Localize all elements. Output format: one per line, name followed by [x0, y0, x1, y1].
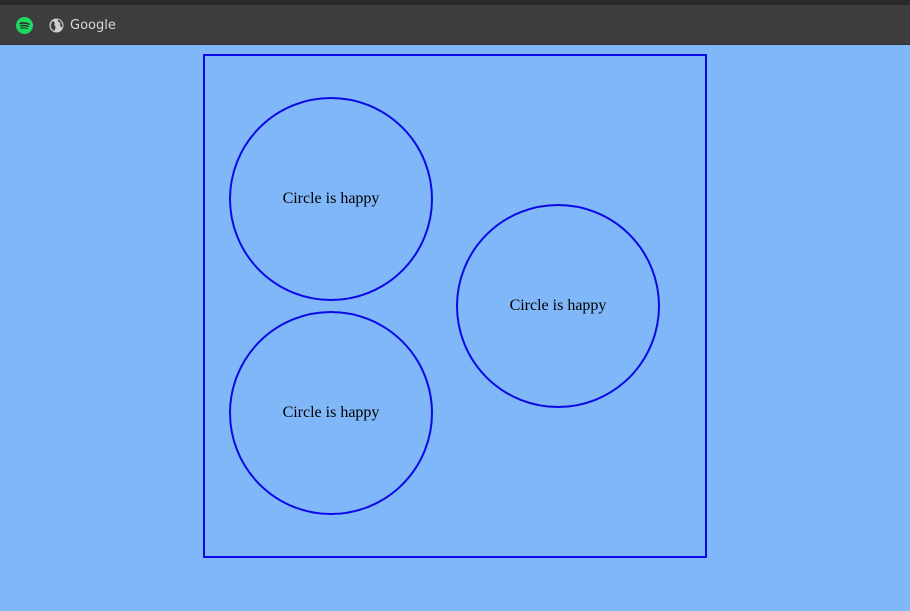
bookmark-google-label: Google — [70, 17, 116, 33]
page-content: Circle is happy Circle is happy Circle i… — [0, 45, 910, 611]
bookmark-spotify[interactable] — [12, 13, 36, 37]
circle-label: Circle is happy — [282, 404, 380, 421]
circle-label: Circle is happy — [509, 297, 607, 314]
circle: Circle is happy — [229, 97, 433, 301]
globe-icon — [48, 17, 64, 33]
circle: Circle is happy — [229, 311, 433, 515]
bookmark-google[interactable]: Google — [44, 11, 122, 39]
circle: Circle is happy — [456, 204, 660, 408]
spotify-icon — [15, 16, 33, 34]
bookmarks-bar: Google — [0, 5, 910, 45]
window-top-strip — [0, 0, 910, 5]
circle-container: Circle is happy Circle is happy Circle i… — [203, 54, 707, 558]
circle-label: Circle is happy — [282, 190, 380, 207]
